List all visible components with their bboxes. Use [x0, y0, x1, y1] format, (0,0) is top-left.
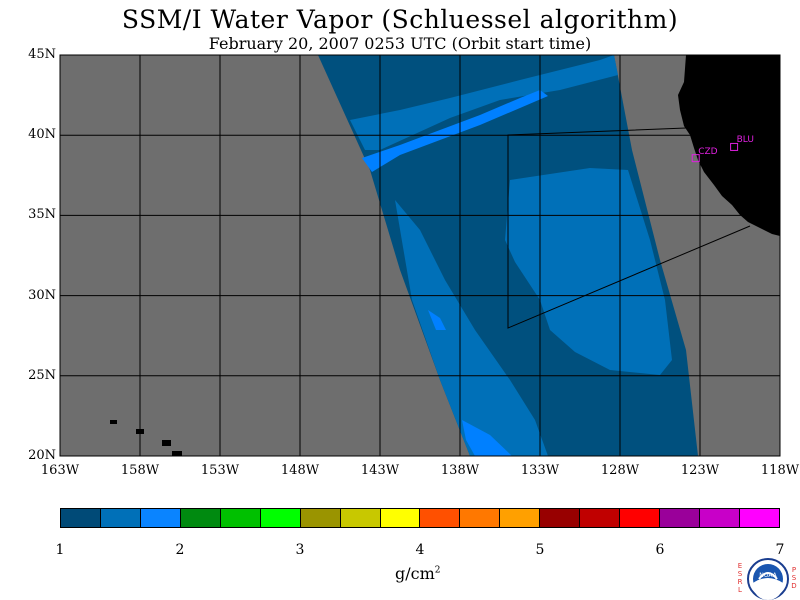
colorbar-swatch: [220, 509, 261, 527]
colorbar-tick-label: 4: [415, 542, 425, 558]
colorbar-swatch: [620, 509, 661, 527]
noaa-logo: [747, 558, 789, 600]
swath-mid-west: [395, 200, 548, 456]
hawaii-island: [172, 451, 182, 456]
map-frame: [59, 54, 781, 457]
noaa-logo-text: NOAA: [759, 572, 777, 579]
colorbar-swatch: [540, 509, 581, 527]
station-markers: [691, 142, 739, 163]
longitude-label: 153W: [200, 463, 240, 478]
longitude-label: 128W: [600, 463, 640, 478]
map-subtitle: February 20, 2007 0253 UTC (Orbit start …: [208, 34, 592, 53]
esrl-letters: ESRL: [737, 562, 743, 594]
colorbar-swatch: [180, 509, 221, 527]
latitude-label: 20N: [28, 448, 56, 463]
colorbar-swatch: [340, 509, 381, 527]
latitude-label: 40N: [28, 127, 56, 143]
colorbar-swatch: [660, 509, 700, 527]
colorbar-swatch: [580, 509, 621, 527]
colorbar-tick-label: 2: [175, 542, 185, 558]
colorbar-swatch: [100, 509, 141, 527]
colorbar-swatch: [300, 509, 341, 527]
station-label: BLU: [736, 135, 754, 146]
graticule: [60, 55, 780, 456]
hawaii-island: [110, 420, 117, 424]
track-outline: [507, 127, 751, 329]
colorbar-tick-label: 5: [535, 542, 545, 558]
longitude-label: 123W: [680, 463, 720, 478]
latitude-label: 30N: [28, 287, 56, 303]
colorbar-swatch: [460, 509, 501, 527]
colorbar: [60, 508, 780, 528]
swath-mid-east: [505, 168, 672, 375]
colorbar-swatch: [739, 509, 779, 527]
longitude-label: 148W: [280, 463, 320, 478]
latitude-label: 25N: [28, 367, 56, 383]
latitude-label: 45N: [28, 47, 56, 62]
psd-letters: PSD: [791, 566, 797, 590]
colorbar-swatch: [380, 509, 421, 527]
longitude-label: 118W: [760, 463, 800, 478]
longitude-label: 163W: [40, 463, 80, 478]
colorbar-swatch: [500, 509, 541, 527]
colorbar-swatch: [420, 509, 461, 527]
longitude-label: 143W: [360, 463, 400, 478]
moisture-streak: [362, 90, 548, 172]
longitude-label: 133W: [520, 463, 560, 478]
latitude-label: 35N: [28, 207, 56, 223]
longitude-label: 138W: [440, 463, 480, 478]
moisture-south-patch: [462, 420, 512, 456]
map-title: SSM/I Water Vapor (Schluessel algorithm): [121, 5, 679, 34]
swath-mid-north: [350, 55, 618, 150]
north-america-land: [678, 55, 780, 236]
colorbar-swatch: [260, 509, 301, 527]
colorbar-swatch: [140, 509, 181, 527]
colorbar-swatch: [700, 509, 740, 527]
colorbar-tick-label: 1: [55, 542, 65, 558]
colorbar-tick-label: 3: [295, 542, 305, 558]
station-marker: [691, 154, 700, 163]
station-label: CZD: [698, 146, 718, 157]
colorbar-tick-label: 7: [775, 542, 785, 558]
colorbar-unit: g/cm2: [395, 564, 441, 583]
station-marker: [730, 142, 739, 151]
moisture-west-patch: [428, 310, 446, 330]
colorbar-tick-label: 6: [655, 542, 665, 558]
colorbar-swatch: [61, 509, 101, 527]
hawaii-island: [162, 440, 171, 446]
longitude-label: 158W: [120, 463, 160, 478]
